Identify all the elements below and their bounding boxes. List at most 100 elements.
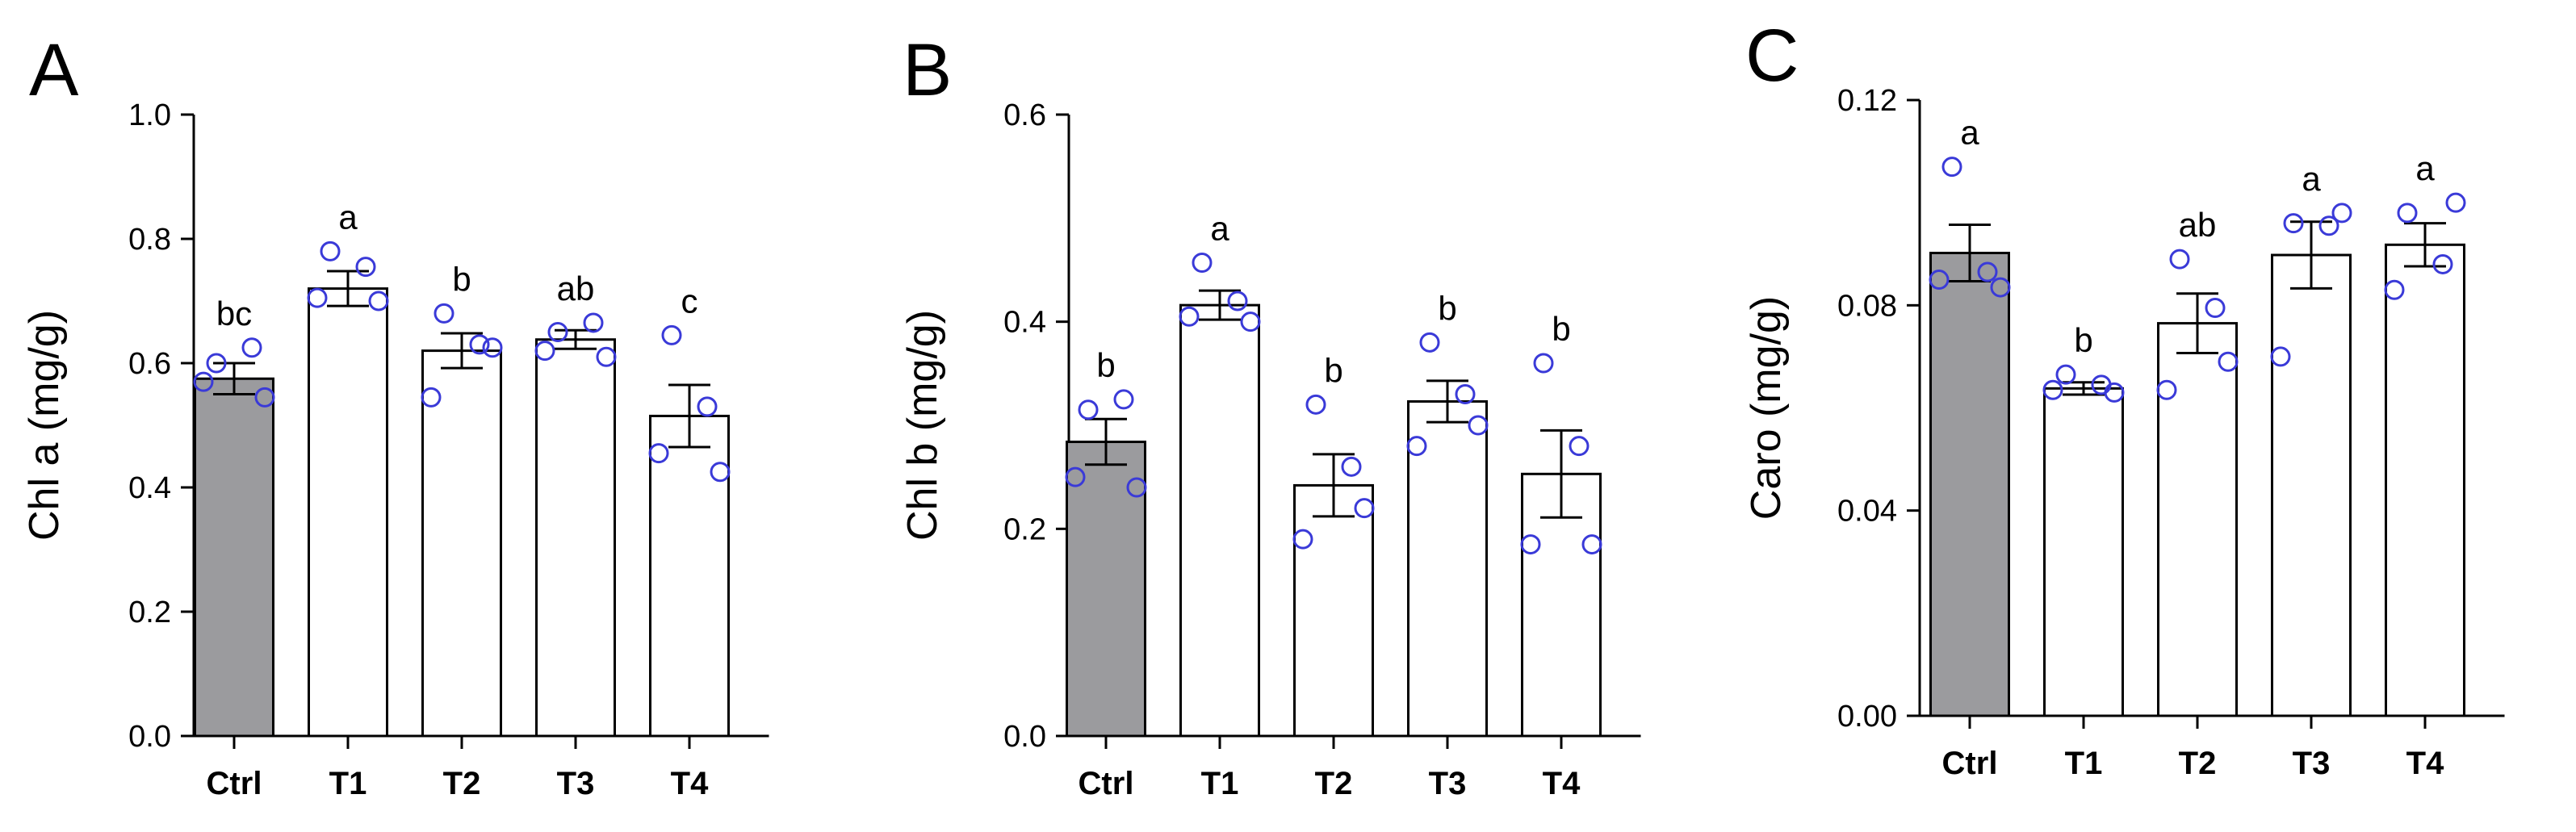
significance-label-t3: a — [2302, 160, 2321, 198]
data-point — [596, 346, 617, 367]
bar-t2 — [1293, 483, 1374, 738]
data-point — [2384, 279, 2405, 300]
data-point — [1581, 534, 1602, 555]
panel-b: B Chl b (mg/g) 0.0 0.2 0.4 0.6 Ctrl b T1 a T2 b T3 b T… — [899, 29, 1641, 801]
data-point — [1065, 466, 1086, 487]
y-tick-label: 0.0 — [1003, 720, 1046, 754]
bar-t3 — [535, 338, 616, 738]
data-point — [2270, 346, 2291, 367]
category-label-t3: T3 — [2293, 746, 2331, 781]
data-point — [1179, 306, 1200, 327]
category-label-t2: T2 — [443, 766, 481, 801]
data-point — [697, 396, 718, 417]
significance-label-t2: ab — [2179, 206, 2217, 244]
data-point — [469, 334, 490, 355]
data-point — [2104, 382, 2125, 403]
data-point — [482, 337, 503, 358]
category-label-t3: T3 — [1429, 766, 1467, 801]
data-point — [1354, 498, 1375, 519]
data-point — [710, 462, 731, 483]
data-point — [2318, 215, 2339, 236]
bar-ctrl — [1066, 441, 1146, 738]
bar-t4 — [2385, 243, 2465, 717]
significance-label-t4: a — [2415, 149, 2435, 187]
data-point — [1468, 415, 1489, 436]
y-tick-label: 0.12 — [1837, 84, 1897, 118]
category-label-t4: T4 — [671, 766, 709, 801]
y-tick-label: 0.00 — [1837, 700, 1897, 734]
data-point — [2156, 379, 2177, 400]
significance-label-t2: b — [1324, 351, 1342, 389]
data-point — [1977, 261, 1998, 282]
significance-label-t4: b — [1552, 310, 1570, 348]
data-point — [368, 291, 389, 311]
y-tick-label: 1.0 — [128, 98, 171, 132]
category-label-t2: T2 — [2179, 746, 2217, 781]
data-point — [1990, 277, 2011, 298]
data-point — [421, 387, 442, 408]
bar-t3 — [2271, 253, 2352, 717]
data-point — [1341, 456, 1362, 477]
y-tick-label: 0.8 — [128, 223, 171, 257]
significance-label-t2: b — [452, 260, 471, 298]
y-tick-label: 0.0 — [128, 720, 171, 754]
category-label-t1: T1 — [1201, 766, 1239, 801]
y-axis-title: Chl a (mg/g) — [21, 310, 68, 541]
data-point — [2283, 213, 2304, 234]
data-point — [1078, 399, 1099, 420]
data-point — [2397, 203, 2418, 224]
y-tick-label: 0.2 — [128, 596, 171, 629]
y-tick-label: 0.4 — [128, 471, 171, 505]
data-point — [206, 353, 227, 374]
significance-label-t3: b — [1438, 289, 1456, 327]
category-label-ctrl: Ctrl — [1942, 746, 1998, 781]
y-tick-label: 0.08 — [1837, 289, 1897, 323]
panel-c: C Caro (mg/g) 0.00 0.04 0.08 0.12 Ctrl a T1 b T2 ab… — [1743, 15, 2505, 781]
category-label-t1: T1 — [329, 766, 367, 801]
data-point — [2042, 379, 2063, 400]
y-tick-label: 0.04 — [1837, 495, 1897, 529]
significance-label-t3: ab — [557, 270, 595, 307]
data-point — [2432, 253, 2453, 274]
data-point — [661, 324, 682, 345]
y-tick-label: 0.2 — [1003, 512, 1046, 546]
y-tick-label: 0.4 — [1003, 306, 1046, 340]
data-point — [1569, 436, 1590, 457]
data-point — [1227, 291, 1248, 311]
data-point — [1292, 529, 1313, 550]
panel-letter: A — [29, 29, 79, 111]
data-point — [1929, 270, 1950, 291]
data-point — [2055, 364, 2076, 385]
category-label-ctrl: Ctrl — [207, 766, 262, 801]
category-label-t2: T2 — [1315, 766, 1353, 801]
data-point — [1941, 157, 1962, 178]
bar-t4 — [649, 414, 730, 738]
bar-t2 — [2157, 322, 2238, 717]
data-point — [1533, 353, 1554, 374]
significance-label-ctrl: bc — [216, 295, 252, 332]
data-point — [547, 322, 568, 342]
data-point — [434, 303, 454, 324]
data-point — [1305, 394, 1326, 415]
bar-t1 — [1179, 303, 1260, 738]
data-point — [1192, 253, 1213, 274]
y-axis-title: Caro (mg/g) — [1743, 296, 1790, 520]
bar-ctrl — [1929, 251, 2010, 717]
y-tick-label: 0.6 — [1003, 98, 1046, 132]
data-point — [2445, 192, 2466, 213]
data-point — [254, 387, 275, 408]
data-point — [1113, 389, 1134, 410]
category-label-t3: T3 — [557, 766, 595, 801]
data-point — [1240, 311, 1261, 332]
data-point — [583, 312, 604, 333]
panel-letter: C — [1745, 15, 1799, 97]
data-point — [355, 257, 376, 278]
data-point — [307, 287, 328, 308]
significance-label-t1: a — [1210, 210, 1229, 248]
significance-label-ctrl: a — [1960, 114, 1979, 152]
category-label-t1: T1 — [2065, 746, 2103, 781]
data-point — [648, 443, 669, 464]
data-point — [320, 240, 341, 261]
y-tick-label: 0.6 — [128, 347, 171, 381]
